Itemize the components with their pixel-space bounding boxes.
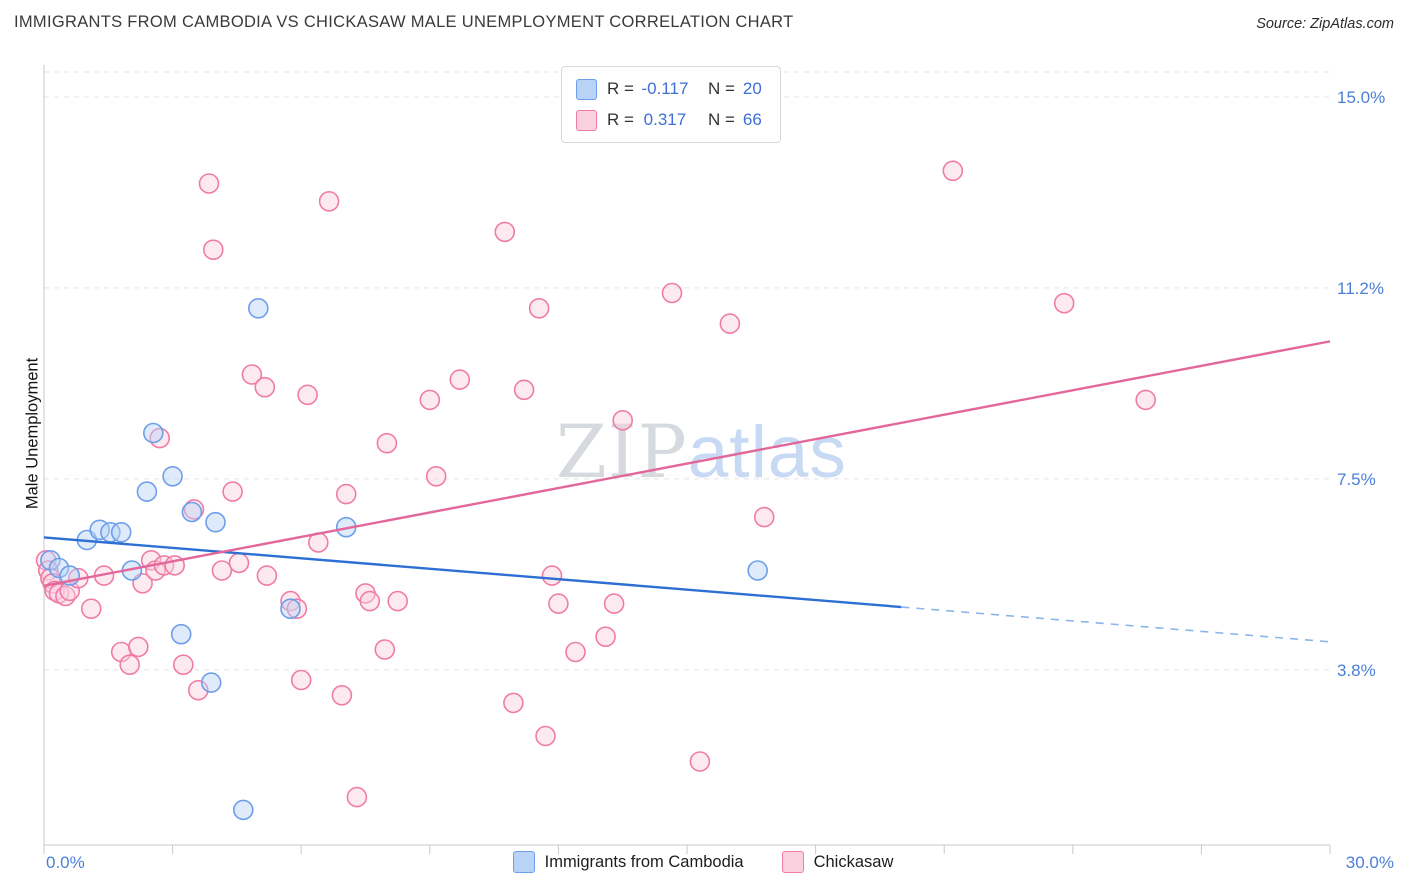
y-tick-label: 7.5% <box>1337 470 1376 489</box>
cambodia-swatch <box>576 78 597 100</box>
chickasaw-scatter-point <box>565 641 586 663</box>
bottom-legend: Immigrants from Cambodia Chickasaw <box>0 851 1406 873</box>
watermark-zip-text: ZIP <box>556 410 688 495</box>
chickasaw-scatter-point <box>753 506 775 528</box>
cambodia-scatter-point <box>48 557 70 579</box>
chickasaw-scatter-point <box>419 389 441 411</box>
cambodia-trendline <box>43 536 902 609</box>
chickasaw-scatter-point <box>241 364 263 385</box>
r-label: R = <box>607 110 634 129</box>
y-tick-label: 11.2% <box>1337 279 1384 298</box>
zipatlas-watermark: ZIPatlas <box>556 410 847 495</box>
chickasaw-scatter-point <box>359 590 381 612</box>
cambodia-scatter-point <box>181 501 203 523</box>
chickasaw-scatter-point <box>661 282 683 304</box>
cambodia-scatter-point <box>143 422 164 444</box>
chickasaw-legend-label: Chickasaw <box>813 852 894 871</box>
cambodia-scatter-point <box>205 511 226 533</box>
chickasaw-scatter-point <box>603 593 625 614</box>
chickasaw-scatter-point <box>290 669 312 691</box>
chickasaw-scatter-point <box>494 221 516 243</box>
chickasaw-scatter-point <box>297 384 318 406</box>
chickasaw-scatter-point <box>449 369 471 390</box>
watermark-atlas-text: atlas <box>687 412 847 493</box>
stats-row-cambodia: R = -0.117 N = 20 <box>576 76 762 102</box>
chickasaw-scatter-point <box>222 481 243 502</box>
x-axis-min-label: 0.0% <box>46 853 85 872</box>
chickasaw-scatter-point <box>203 239 224 260</box>
chickasaw-scatter-point <box>318 191 340 212</box>
source-attribution: Source: ZipAtlas.com <box>1256 16 1394 32</box>
cambodia-scatter-point <box>233 799 254 821</box>
n-value-chickasaw: 66 <box>742 110 762 129</box>
chickasaw-scatter-point <box>346 786 368 808</box>
cambodia-legend-swatch <box>512 851 535 873</box>
stats-row-chickasaw: R = 0.317 N = 66 <box>576 107 762 133</box>
legend-item-cambodia: Immigrants from Cambodia <box>512 851 744 873</box>
chickasaw-scatter-point <box>535 725 556 747</box>
cambodia-scatter-point <box>280 598 301 620</box>
chickasaw-scatter-point <box>541 565 563 586</box>
chickasaw-scatter-point <box>719 313 741 334</box>
chickasaw-scatter-point <box>942 160 964 182</box>
chickasaw-scatter-point <box>376 432 398 454</box>
chickasaw-trendline <box>43 340 1331 587</box>
n-label: N = <box>707 110 735 129</box>
chickasaw-scatter-point <box>331 684 353 706</box>
chickasaw-scatter-point <box>503 692 524 714</box>
chickasaw-scatter-point <box>128 636 149 658</box>
chickasaw-scatter-point <box>528 297 550 319</box>
cambodia-legend-label: Immigrants from Cambodia <box>544 852 744 871</box>
cambodia-scatter-point <box>747 560 769 581</box>
chickasaw-legend-swatch <box>781 851 804 873</box>
chickasaw-scatter-point <box>374 639 396 660</box>
chickasaw-scatter-point <box>80 598 102 620</box>
chickasaw-scatter-point <box>595 626 616 648</box>
y-tick-label: 15.0% <box>1337 88 1385 107</box>
legend-item-chickasaw: Chickasaw <box>781 851 894 873</box>
chickasaw-scatter-point <box>198 173 220 194</box>
chickasaw-scatter-point <box>211 560 233 581</box>
chickasaw-scatter-point <box>286 598 308 620</box>
chickasaw-scatter-point <box>335 483 357 505</box>
chickasaw-scatter-point <box>256 565 278 586</box>
n-label: N = <box>707 79 735 98</box>
chickasaw-scatter-point <box>612 409 634 431</box>
cambodia-scatter-point <box>110 521 132 543</box>
chickasaw-scatter-point <box>188 679 209 701</box>
chickasaw-scatter-point <box>119 654 140 676</box>
cambodia-scatter-point <box>247 297 269 319</box>
chickasaw-scatter-point <box>513 379 535 401</box>
y-tick-label: 3.8% <box>1337 661 1376 680</box>
chickasaw-scatter-point <box>1053 292 1075 314</box>
cambodia-scatter-point <box>170 623 192 645</box>
chickasaw-scatter-point <box>689 751 711 772</box>
chickasaw-scatter-point <box>425 465 447 487</box>
cambodia-scatter-point <box>162 465 183 487</box>
stats-legend-box: R = -0.117 N = 20 R = 0.317 N = 66 <box>561 66 781 143</box>
cambodia-scatter-point <box>136 481 158 502</box>
chickasaw-scatter-point <box>173 654 194 676</box>
chickasaw-scatter-point <box>1135 389 1156 411</box>
chickasaw-scatter-point <box>228 552 250 574</box>
x-axis-max-label: 30.0% <box>1345 853 1394 872</box>
r-value-cambodia: -0.117 <box>641 79 689 98</box>
page-title: IMMIGRANTS FROM CAMBODIA VS CHICKASAW MA… <box>14 13 794 31</box>
chickasaw-swatch <box>576 109 597 131</box>
cambodia-scatter-point <box>200 672 222 693</box>
n-value-cambodia: 20 <box>742 79 762 98</box>
r-value-chickasaw: 0.317 <box>643 110 687 129</box>
chickasaw-scatter-point <box>548 593 569 614</box>
cambodia-trendline-extrapolated <box>901 606 1331 643</box>
y-axis-title: Male Unemployment <box>23 357 42 510</box>
r-label: R = <box>607 79 634 98</box>
chickasaw-scatter-point <box>254 376 276 398</box>
chickasaw-scatter-point <box>387 590 409 612</box>
